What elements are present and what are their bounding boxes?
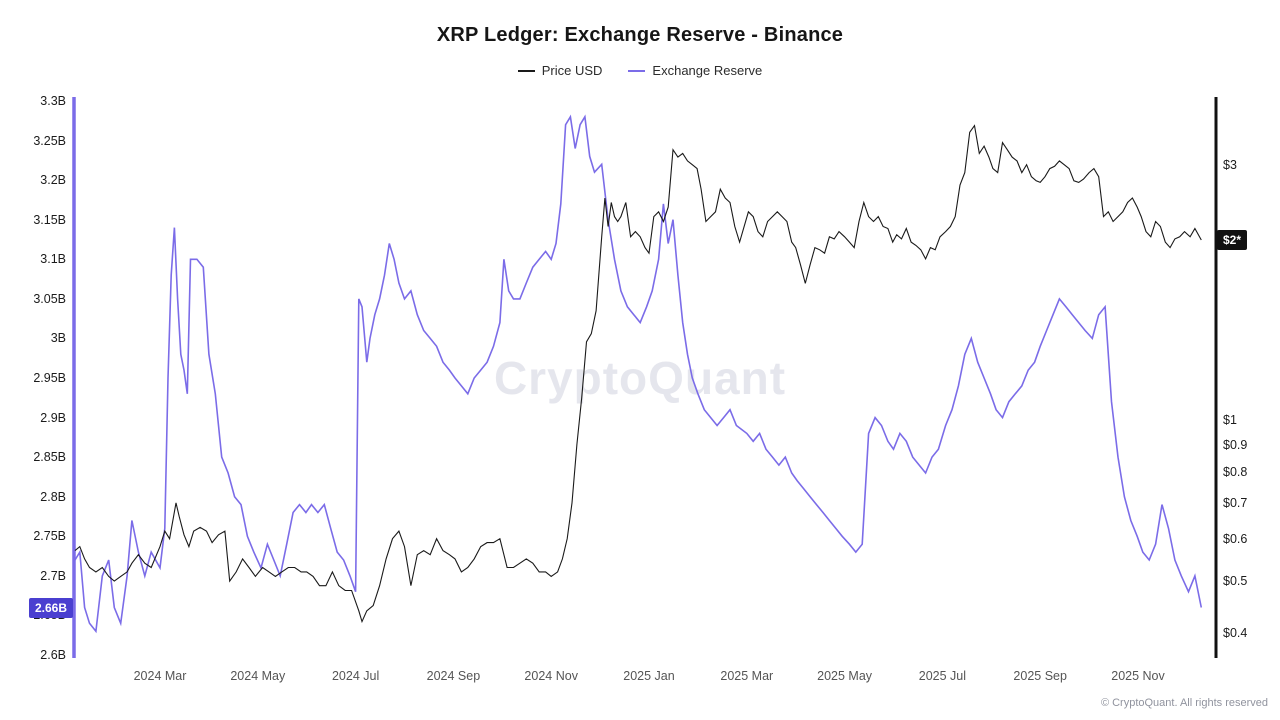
- y-left-tick-label: 2.8B: [40, 489, 66, 504]
- y-left-tick-label: 2.7B: [40, 568, 66, 583]
- y-right-tick-label: $0.8: [1223, 464, 1248, 479]
- legend-label: Price USD: [541, 63, 603, 78]
- y-left-tick-label: 3.3B: [40, 94, 66, 108]
- legend-line-swatch: [628, 69, 646, 72]
- x-tick-label: 2025 Sep: [1013, 669, 1067, 683]
- y-right-tick-label: $0.4: [1223, 625, 1248, 640]
- y-right-tick-label: $0.7: [1223, 495, 1248, 510]
- y-right-tick-label: $3: [1223, 157, 1237, 172]
- x-tick-label: 2024 Nov: [524, 669, 578, 683]
- legend-line-swatch: [517, 69, 535, 72]
- y-right-tick-label: $1: [1223, 413, 1237, 427]
- x-tick-label: 2025 May: [817, 669, 873, 683]
- copyright-notice: © CryptoQuant. All rights reserved: [1100, 697, 1268, 709]
- legend-label: Exchange Reserve: [652, 63, 763, 78]
- y-axis-left-labels: 3.3B 3.25B 3.2B 3.15B 3.1B 3.05B 3B 2.95B 2.9B 2.…: [0, 0, 66, 720]
- y-left-tick-label: 3.15B: [33, 212, 66, 227]
- series-line-exchange-reserve[interactable]: [74, 114, 1203, 634]
- legend: Price USD Exchange Reserve: [0, 63, 1280, 78]
- x-tick-label: 2024 Jul: [331, 669, 380, 683]
- x-tick-label: 2025 Mar: [720, 669, 774, 683]
- y-left-tick-label: 3.1B: [40, 252, 66, 267]
- y-left-tick-label: 2.9B: [40, 410, 66, 425]
- y-left-tick-label: 3.2B: [40, 173, 66, 188]
- x-tick-label: 2025 Jul: [918, 669, 967, 683]
- y-axis-right-labels: $3 $1 $0.9 $0.8 $0.7 $0.6 $0.5 $0.4: [1223, 0, 1279, 720]
- y-left-tick-label: 2.85B: [33, 450, 66, 465]
- x-tick-label: 2024 Sep: [426, 669, 481, 683]
- x-tick-label: 2025 Jan: [623, 669, 675, 683]
- y-left-tick-label: 3.05B: [33, 291, 66, 306]
- y-left-tick-label: 2.75B: [33, 529, 66, 544]
- y-right-tick-label: $0.6: [1223, 531, 1248, 546]
- y-right-tick-label: $0.5: [1223, 574, 1248, 589]
- y-right-tick-label: $0.9: [1223, 437, 1248, 452]
- y-left-tick-label: 2.6B: [40, 648, 66, 662]
- x-axis-labels: 2024 Mar 2024 May 2024 Jul 2024 Sep 2024 Nov…: [0, 669, 1280, 689]
- current-reserve-badge: 2.66B: [28, 597, 73, 618]
- series-line-price-usd[interactable]: [74, 124, 1202, 624]
- x-tick-label: 2025 Nov: [1111, 669, 1165, 683]
- y-left-tick-label: 3B: [50, 331, 66, 346]
- x-tick-label: 2024 Mar: [133, 669, 187, 683]
- x-tick-label: 2024 May: [230, 669, 286, 683]
- chart-title: XRP Ledger: Exchange Reserve - Binance: [436, 24, 844, 46]
- current-price-badge: $2*: [1217, 230, 1248, 250]
- y-left-tick-label: 2.95B: [33, 371, 66, 385]
- legend-item-exchange-reserve[interactable]: Exchange Reserve: [628, 63, 762, 78]
- y-left-tick-label: 3.25B: [33, 133, 66, 148]
- legend-item-price-usd[interactable]: Price USD: [517, 63, 603, 78]
